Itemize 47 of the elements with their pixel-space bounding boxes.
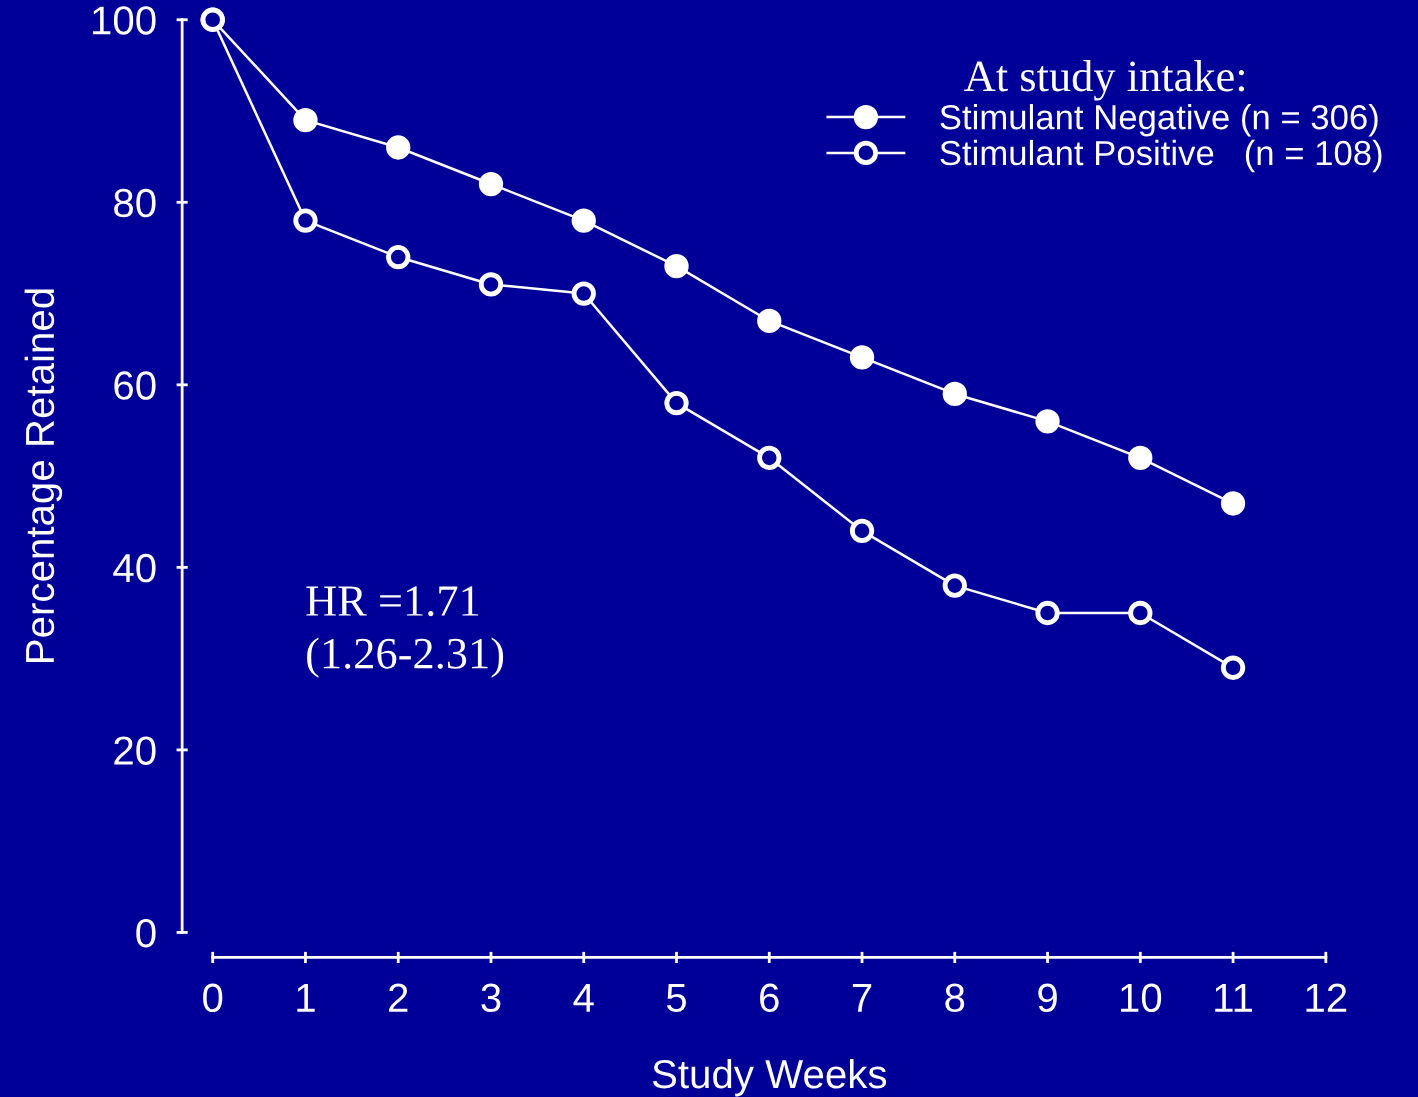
point [757, 308, 782, 334]
x-tick-label: 7 [852, 983, 872, 1012]
x-tick-label: 3 [481, 983, 501, 1013]
x-tick-label: 10 [1120, 983, 1162, 1013]
x-tick-label: 4 [573, 983, 594, 1012]
y-tick-label: 100 [93, 6, 156, 35]
annotation: HR =1.71 (1.26-2.31) [306, 586, 504, 678]
y-axis-title: Percentage Retained [24, 289, 63, 662]
point [478, 272, 504, 297]
point [1128, 600, 1153, 626]
x-tick-label: 6 [760, 983, 779, 1013]
y-tick-label: 60 [114, 371, 156, 400]
y-tick-label: 0 [136, 918, 156, 948]
y-tick-label: 20 [114, 736, 156, 765]
x-tick-label: 8 [945, 983, 965, 1013]
point [571, 281, 596, 306]
point [942, 381, 967, 407]
point [942, 573, 967, 598]
x-axis-title: Study Weeks [652, 1058, 887, 1097]
legend-label: Stimulant Positive (n = 108) [940, 139, 1382, 173]
point [293, 107, 318, 133]
legend-label: Stimulant Negative (n = 306) [940, 104, 1378, 137]
x-tick-label: 5 [666, 983, 687, 1013]
point [1035, 600, 1060, 626]
y-tick-label: 40 [113, 553, 156, 583]
point [664, 254, 689, 279]
point [757, 445, 782, 470]
point [664, 390, 689, 416]
point [849, 345, 875, 370]
point [571, 208, 596, 233]
y-tick-label: 80 [114, 188, 156, 218]
x-tick-label: 11 [1215, 983, 1253, 1012]
point [478, 171, 504, 197]
x-tick-label: 9 [1038, 983, 1057, 1013]
point [1220, 655, 1246, 680]
point [386, 135, 411, 160]
point [849, 518, 875, 544]
legend-title: At study intake: [964, 60, 1245, 101]
x-tick-label: 2 [389, 983, 408, 1012]
point [293, 208, 318, 233]
point [1220, 491, 1246, 516]
point [386, 244, 411, 270]
x-tick-label: 1 [297, 983, 315, 1012]
point [1128, 445, 1153, 470]
x-tick-label: 12 [1306, 983, 1347, 1012]
point [1035, 409, 1060, 434]
x-tick-label: 0 [203, 983, 223, 1013]
